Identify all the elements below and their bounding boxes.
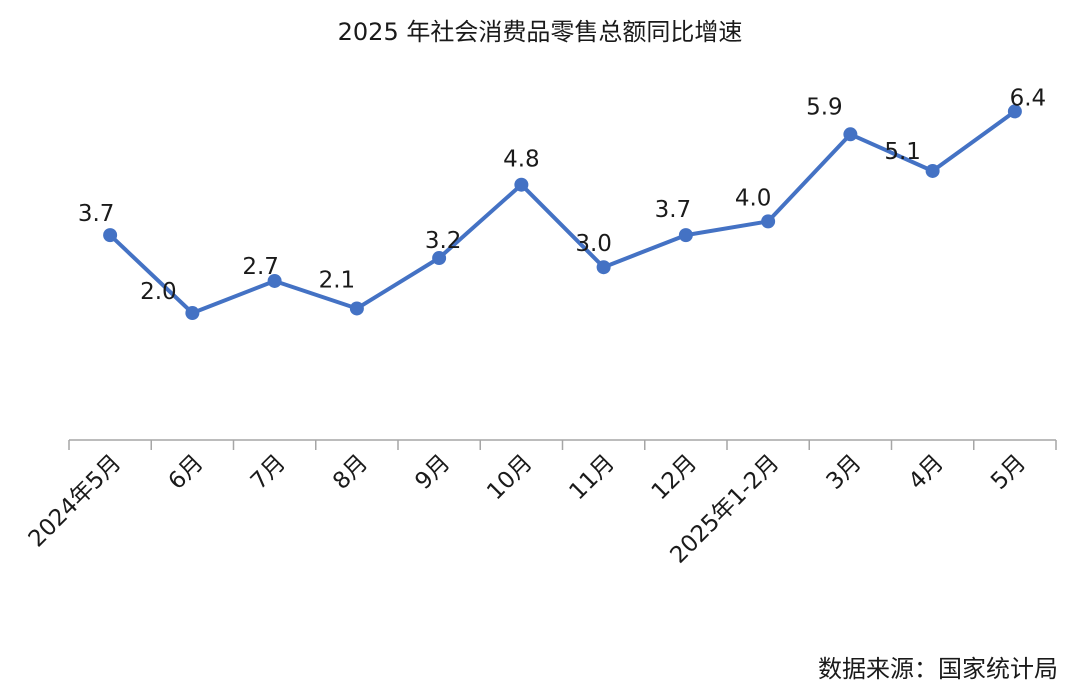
data-point <box>349 301 364 316</box>
data-labels-group: 3.7 2.0 2.7 2.1 3.2 4.8 3.0 3.7 4.0 5.9 5.1 6.4 <box>78 85 1046 305</box>
data-point <box>103 228 118 243</box>
x-tick-label: 5月 <box>986 450 1031 495</box>
data-label: 3.2 <box>425 228 462 254</box>
x-tick-label: 4月 <box>904 450 949 495</box>
data-point <box>596 260 611 275</box>
data-point <box>925 163 940 178</box>
x-tick-label: 7月 <box>246 450 291 495</box>
data-points-group <box>103 104 1022 321</box>
x-tick-label: 10月 <box>482 450 537 505</box>
source-note: 数据来源：国家统计局 <box>818 655 1058 683</box>
data-label: 3.7 <box>78 201 115 227</box>
data-label: 2.1 <box>319 267 356 293</box>
x-tick-label: 9月 <box>410 450 455 495</box>
data-label: 4.0 <box>735 185 772 211</box>
data-point <box>514 177 529 192</box>
x-axis <box>68 439 1057 450</box>
x-tick-label: 3月 <box>822 450 867 495</box>
data-point <box>1007 104 1022 119</box>
data-point <box>843 127 858 142</box>
data-point <box>185 306 200 321</box>
data-point <box>267 273 282 288</box>
data-label: 2.0 <box>140 279 177 305</box>
data-label: 2.7 <box>242 254 279 280</box>
x-tick-label: 2024年5月 <box>24 450 127 553</box>
data-label: 5.9 <box>806 94 843 120</box>
series-line-group <box>108 109 1017 315</box>
chart-title: 2025 年社会消费品零售总额同比增速 <box>337 18 743 46</box>
data-point <box>432 251 447 266</box>
x-tick-label: 8月 <box>328 450 373 495</box>
data-label: 5.1 <box>884 139 921 165</box>
data-point <box>678 228 693 243</box>
data-label: 3.7 <box>655 197 692 223</box>
x-tick-label: 6月 <box>164 450 209 495</box>
x-tick-label: 12月 <box>647 450 702 505</box>
data-label: 3.0 <box>575 231 612 257</box>
data-label: 6.4 <box>1010 85 1047 111</box>
series-line <box>108 109 1017 315</box>
x-tick-label: 11月 <box>565 450 620 505</box>
data-label: 4.8 <box>503 147 540 173</box>
data-point <box>761 214 776 229</box>
